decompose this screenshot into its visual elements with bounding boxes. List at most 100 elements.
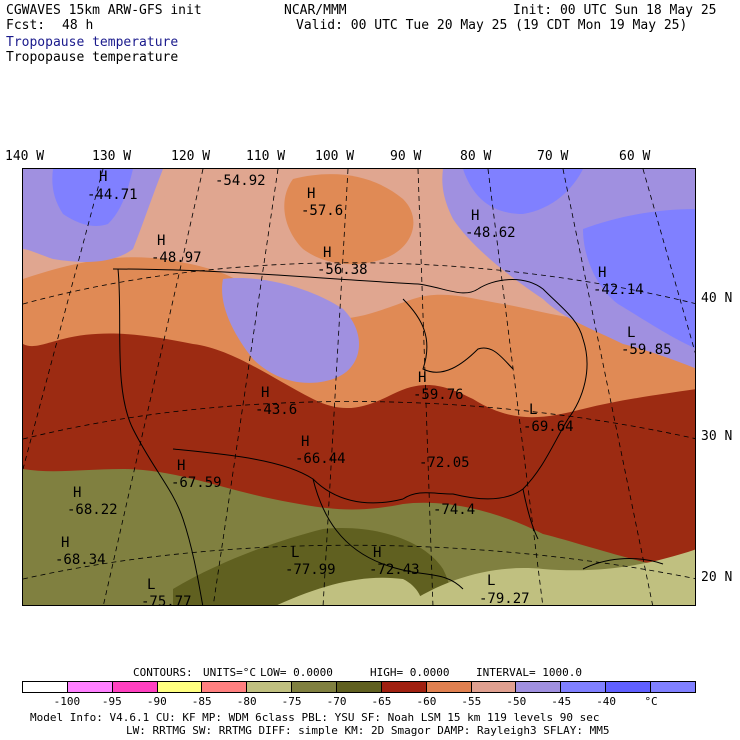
legend-tick-label: -50: [506, 695, 527, 708]
forecast-hour: 48 h: [62, 18, 94, 33]
lon-label: 80 W: [460, 149, 492, 164]
lon-label: 120 W: [171, 149, 211, 164]
meridian-line: [642, 169, 695, 354]
legend-swatch: [381, 682, 427, 692]
map-mark: H: [323, 245, 331, 261]
map-value: -72.05: [419, 455, 470, 471]
lat-label: 20 N: [701, 570, 733, 585]
legend-tick-label: °C: [644, 695, 658, 708]
map-mark: L: [487, 573, 495, 589]
field-title: Tropopause temperature: [6, 50, 179, 65]
map-mark: H: [598, 265, 606, 281]
legend-tick-label: -90: [146, 695, 167, 708]
map-mark: L: [291, 545, 299, 561]
tropopause-temperature-map: H -44.71 -54.92 H -57.6 H -48.97 H -48.6…: [22, 168, 696, 606]
interval-label: INTERVAL= 1000.0: [476, 666, 582, 679]
contours-label: CONTOURS:: [133, 666, 193, 679]
map-mark: H: [301, 434, 309, 450]
meridian-line: [103, 169, 204, 605]
lon-label: 140 W: [5, 149, 45, 164]
band-minus60-canada: [284, 174, 414, 265]
lon-label: 110 W: [246, 149, 286, 164]
meridian-line: [562, 169, 653, 605]
meridian-line: [212, 169, 279, 605]
map-value: -72.43: [369, 562, 420, 578]
legend-tick-label: -100: [53, 695, 81, 708]
mexico-coastline: [312, 478, 464, 590]
map-value: -42.14: [593, 282, 644, 298]
legend-tick-label: -80: [236, 695, 257, 708]
great-lakes: [402, 298, 514, 373]
map-value: -44.71: [87, 187, 138, 203]
map-mark: H: [61, 535, 69, 551]
map-value: -59.85: [621, 342, 672, 358]
map-value: -57.6: [301, 203, 343, 219]
band-minus45-east: [583, 209, 695, 349]
map-mark: H: [261, 385, 269, 401]
band-minus45-north: [463, 169, 583, 214]
legend-swatch: [67, 682, 113, 692]
legend-tick-label: -95: [101, 695, 122, 708]
lon-label: 60 W: [619, 149, 651, 164]
map-value: -56.38: [317, 262, 368, 278]
lon-label: 100 W: [315, 149, 355, 164]
legend-swatch: [23, 682, 68, 692]
map-mark: L: [529, 402, 537, 418]
map-mark: H: [418, 370, 426, 386]
boundaries: [112, 268, 664, 605]
map-value: -67.59: [171, 475, 222, 491]
field-title-colored: Tropopause temperature: [6, 35, 179, 50]
organization: NCAR/MMM: [284, 3, 347, 18]
band-minus80-caribbean: [406, 549, 695, 605]
extrema-labels: H -44.71 -54.92 H -57.6 H -48.97 H -48.6…: [55, 169, 672, 606]
legend-tick-label: -60: [416, 695, 437, 708]
lon-label: 130 W: [92, 149, 132, 164]
map-canvas: H -44.71 -54.92 H -57.6 H -48.97 H -48.6…: [23, 169, 695, 606]
lat-label: 40 N: [701, 291, 733, 306]
high-label: HIGH= 0.0000: [370, 666, 450, 679]
meridian-line: [23, 169, 104, 470]
forecast-label: Fcst:: [6, 18, 46, 33]
meridian-line: [487, 169, 544, 605]
map-mark: H: [99, 169, 107, 185]
model-title: CGWAVES 15km ARW-GFS init: [6, 3, 202, 18]
lon-label: 90 W: [390, 149, 422, 164]
legend-swatch: [337, 682, 382, 692]
map-mark: H: [373, 545, 381, 561]
meridian-line: [417, 169, 434, 605]
caribbean-islands: [582, 558, 664, 570]
lon-label: 70 W: [537, 149, 569, 164]
us-mexico-border: [172, 448, 404, 504]
model-info: Model Info: V4.6.1 CU: KF MP: WDM 6class…: [30, 711, 600, 724]
east-coastline: [402, 279, 588, 500]
map-value: -74.4: [433, 502, 475, 518]
physics-info: LW: RRTMG SW: RRTMG DIFF: simple KM: 2D …: [126, 724, 610, 737]
legend-tick-label: -75: [281, 695, 302, 708]
canada-us-border: [112, 268, 479, 294]
legend-swatch: [157, 682, 203, 692]
map-mark: L: [147, 577, 155, 593]
map-value: -43.6: [255, 402, 297, 418]
map-mark: H: [177, 458, 185, 474]
legend-swatch: [561, 682, 607, 692]
legend-swatch: [292, 682, 338, 692]
band-minus45-west: [52, 169, 133, 226]
legend-tick-label: -40: [596, 695, 617, 708]
map-value: -68.34: [55, 552, 106, 568]
west-coastline: [117, 268, 204, 605]
map-mark: H: [73, 485, 81, 501]
legend-swatch: [426, 682, 472, 692]
valid-time: Valid: 00 UTC Tue 20 May 25 (19 CDT Mon …: [296, 18, 688, 33]
map-value: -69.64: [523, 419, 574, 435]
legend-tick-label: -45: [551, 695, 572, 708]
map-value: -68.22: [67, 502, 118, 518]
map-value: -48.97: [151, 250, 202, 266]
legend-swatch: [247, 682, 293, 692]
units-label: UNITS=°C: [203, 666, 256, 679]
map-value: -66.44: [295, 451, 346, 467]
meridian-line: [322, 169, 349, 605]
init-time: Init: 00 UTC Sun 18 May 25: [513, 3, 717, 18]
map-mark: L: [627, 325, 635, 341]
map-value: -75.77: [141, 594, 192, 606]
lat-label: 30 N: [701, 429, 733, 444]
